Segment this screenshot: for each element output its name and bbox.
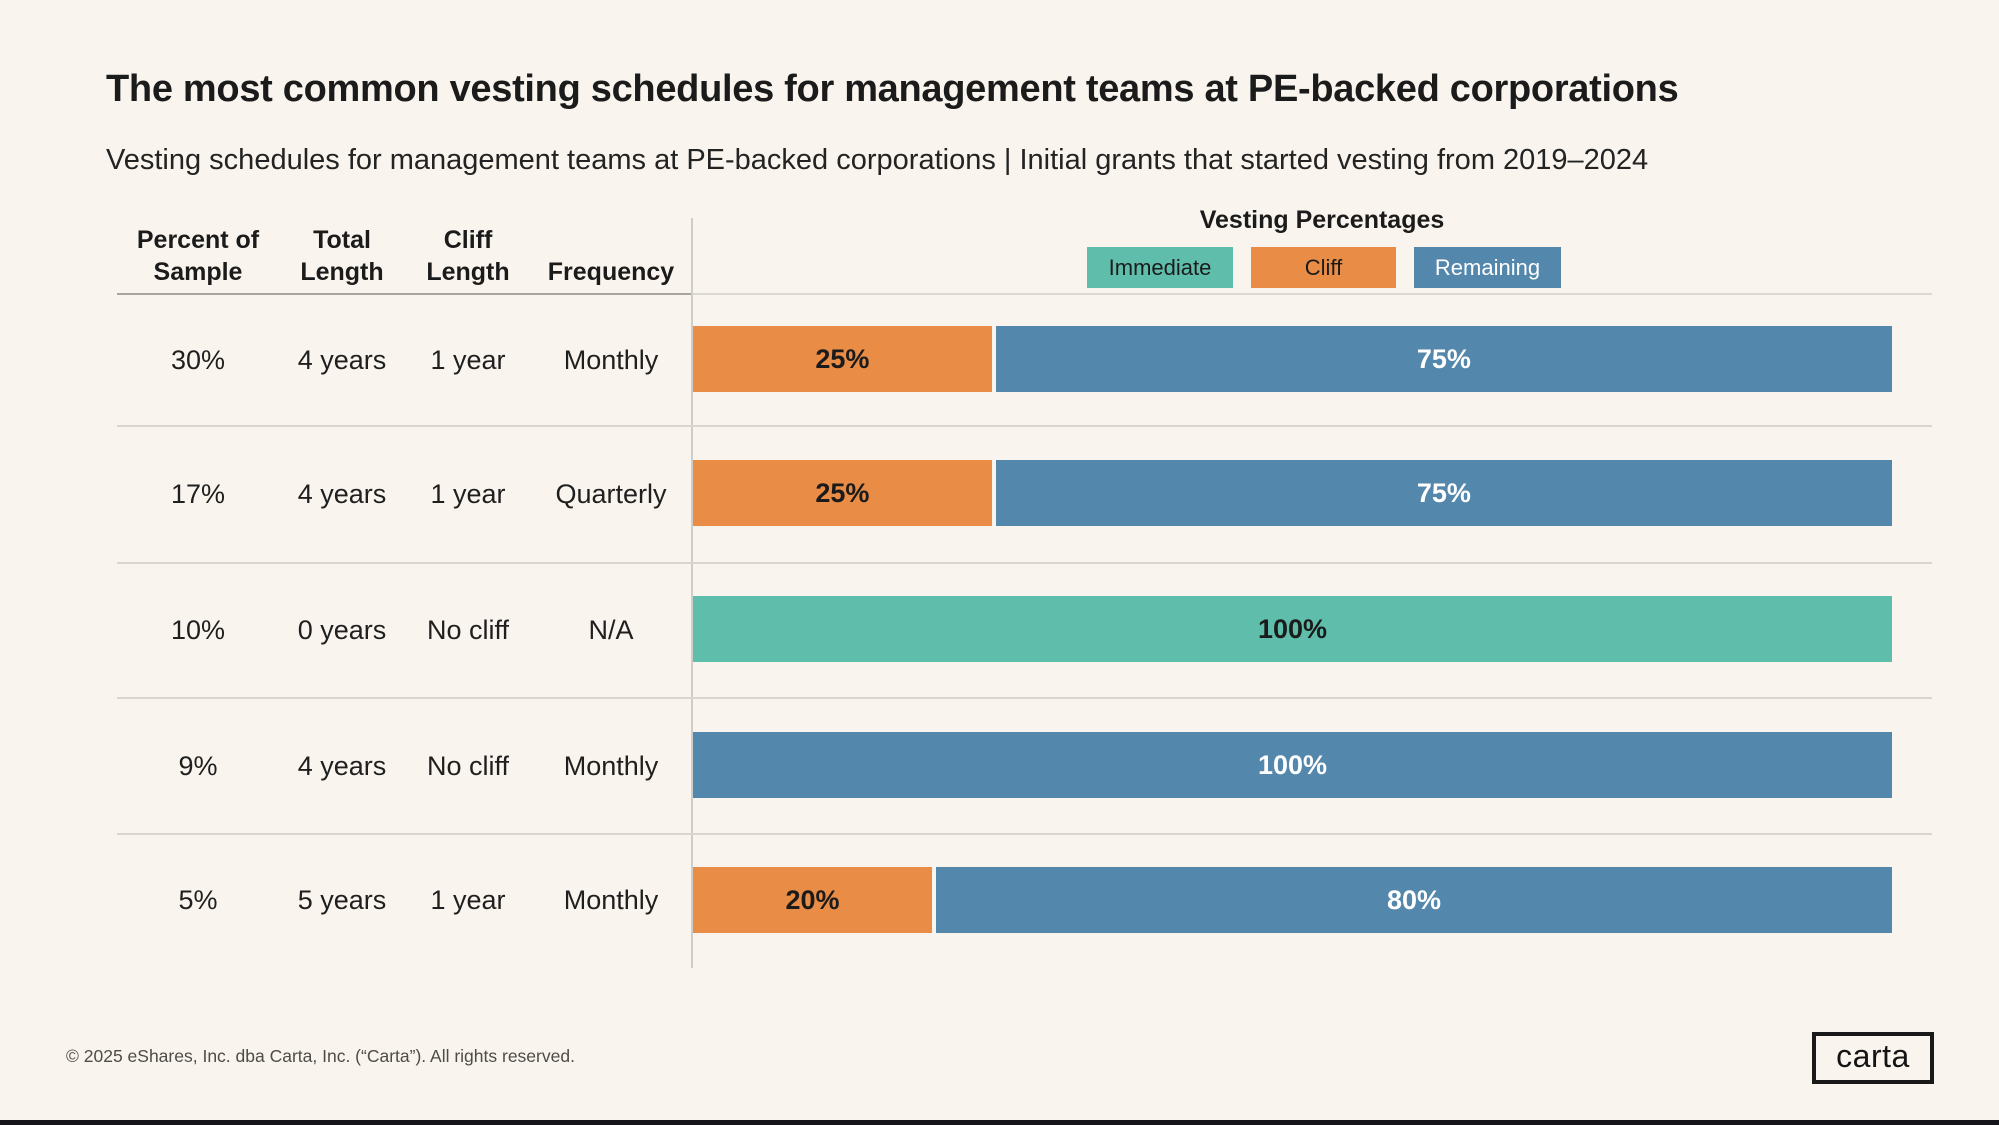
legend: Immediate Cliff Remaining: [1087, 247, 1561, 288]
legend-chip-immediate: Immediate: [1087, 247, 1233, 288]
cell-total-length: 4 years: [297, 345, 387, 375]
bar-segment-remaining: 100%: [693, 732, 1892, 798]
cell-total-length: 0 years: [297, 615, 387, 645]
cell-frequency: Quarterly: [555, 479, 667, 509]
bar-segment-cliff: 25%: [693, 326, 992, 392]
cell-percent-of-sample: 30%: [170, 345, 226, 375]
cell-frequency: N/A: [588, 615, 634, 645]
bar-axis-line: [691, 218, 693, 968]
header-rule-left: [117, 293, 692, 295]
page-title: The most common vesting schedules for ma…: [106, 68, 1679, 110]
legend-chip-remaining: Remaining: [1414, 247, 1561, 288]
cell-cliff-length: 1 year: [430, 885, 506, 915]
cell-frequency: Monthly: [563, 345, 659, 375]
stacked-bar: 25% 75%: [693, 460, 1892, 526]
bar-segment-label: 80%: [1386, 884, 1442, 915]
bar-segment-remaining: 75%: [995, 460, 1892, 526]
stacked-bar: 20% 80%: [693, 867, 1892, 933]
legend-title: Vesting Percentages: [1199, 206, 1445, 234]
cell-cliff-length: 1 year: [430, 479, 506, 509]
carta-logo: carta: [1812, 1032, 1934, 1084]
bar-segment-remaining: 80%: [936, 867, 1892, 933]
cell-frequency: Monthly: [563, 751, 659, 781]
column-header-percent-of-sample: Percent of Sample: [136, 226, 260, 286]
stacked-bar: 25% 75%: [693, 326, 1892, 392]
cell-percent-of-sample: 10%: [170, 615, 226, 645]
carta-logo-text: carta: [1836, 1038, 1910, 1074]
cell-cliff-length: 1 year: [430, 345, 506, 375]
bar-segment-label: 100%: [1257, 613, 1328, 644]
bar-segment-immediate: 100%: [693, 596, 1892, 662]
bar-segment-label: 20%: [785, 884, 840, 915]
bar-segment-label: 75%: [1416, 343, 1471, 374]
column-header-frequency: Frequency: [547, 258, 675, 286]
bar-segment-cliff: 25%: [693, 460, 992, 526]
header-rule-right: [692, 293, 1932, 295]
cell-frequency: Monthly: [563, 885, 659, 915]
bar-segment-label: 25%: [815, 477, 870, 508]
row-separator: [117, 562, 1932, 564]
column-header-total-length: Total Length: [300, 226, 384, 286]
column-header-cliff-length: Cliff Length: [426, 226, 510, 286]
cell-percent-of-sample: 5%: [178, 885, 218, 915]
bar-segment-label: 75%: [1416, 477, 1471, 508]
cell-total-length: 4 years: [297, 479, 387, 509]
cell-total-length: 5 years: [297, 885, 387, 915]
legend-chip-cliff: Cliff: [1251, 247, 1396, 288]
cell-total-length: 4 years: [297, 751, 387, 781]
bar-segment-cliff: 20%: [693, 867, 932, 933]
copyright-note: © 2025 eShares, Inc. dba Carta, Inc. (“C…: [66, 1046, 575, 1066]
bar-segment-remaining: 75%: [995, 326, 1892, 392]
row-separator: [117, 833, 1932, 835]
page-subtitle: Vesting schedules for management teams a…: [106, 144, 1649, 176]
cell-percent-of-sample: 17%: [170, 479, 226, 509]
row-separator: [117, 425, 1932, 427]
stacked-bar: 100%: [693, 596, 1892, 662]
row-separator: [117, 697, 1932, 699]
cell-cliff-length: No cliff: [426, 751, 510, 781]
bottom-accent-bar: [0, 1120, 1999, 1125]
cell-percent-of-sample: 9%: [178, 751, 218, 781]
bar-segment-label: 100%: [1257, 749, 1328, 780]
bar-segment-label: 25%: [815, 343, 870, 374]
stacked-bar: 100%: [693, 732, 1892, 798]
cell-cliff-length: No cliff: [426, 615, 510, 645]
